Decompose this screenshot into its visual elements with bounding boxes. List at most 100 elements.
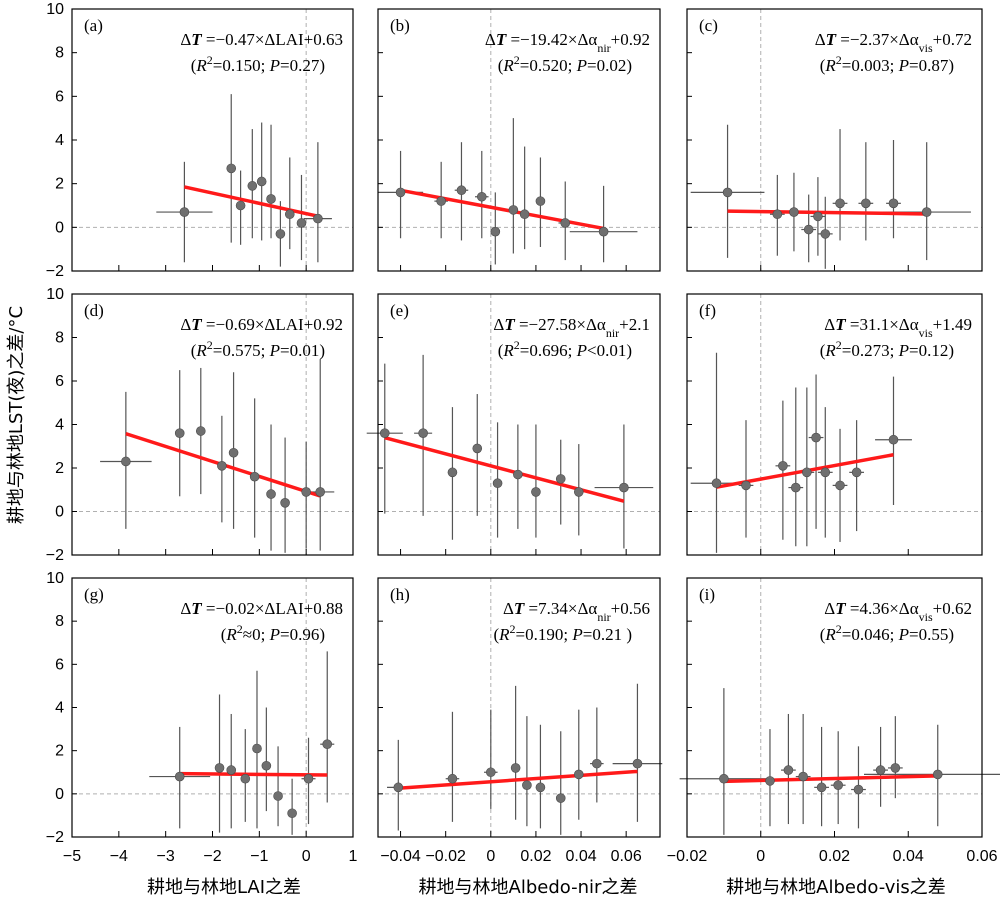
y-tick-label: −2 [46,263,64,280]
x-tick-label: 0.04 [565,848,596,865]
panel-frame [377,577,661,838]
data-point [313,213,323,224]
data-point [266,194,276,204]
panel-frame [377,293,661,556]
regression-equation: ΔT =4.36×Δαvis+0.62 [824,599,972,624]
data-point [456,185,467,196]
panel-frame [71,8,354,272]
data-point [820,229,831,239]
panel-frame [686,8,983,272]
x-tick-label: 0.06 [966,848,997,865]
regression-stats: (R2=0.003; P=0.87) [820,53,954,75]
data-point [813,211,823,222]
x-tick-label: 0.02 [520,848,551,865]
data-point [811,432,821,443]
data-point [932,769,943,780]
data-point [772,209,783,220]
data-point [722,187,733,198]
panel-frame [686,293,983,556]
y-tick-label: 4 [55,132,64,149]
regression-stats: (R2=0.520; P=0.02) [498,53,632,75]
panel-h: −0.04 −0.02 0 0.02 0.04 0.06 (h) ΔT =7.34×Δαnir… [377,577,663,865]
data-point [393,782,404,793]
y-tick-label: 0 [55,504,64,521]
x-axis-title-lai: 耕地与林地LAI之差 [147,877,301,898]
data-point [301,487,311,497]
fit-line [400,188,604,231]
data-point [121,456,131,467]
y-tick-label: 10 [46,1,64,18]
data-point [284,209,295,220]
panel-letter-label: (a) [84,16,103,35]
data-point [217,461,227,471]
data-point [280,497,290,508]
panel-letter-label: (i) [699,585,715,604]
panel-frame [686,577,983,838]
data-point [573,487,584,497]
data-point [592,758,602,769]
data-point [522,780,532,791]
x-tick-label: 1 [349,848,358,865]
x-tick-label: −0.04 [380,848,421,865]
data-point [228,447,239,458]
data-point [508,205,519,215]
y-tick-label: 8 [55,330,64,347]
panel-frame [71,577,354,838]
data-point [235,200,246,211]
data-point [632,758,643,769]
panel-g: −2 0 2 4 6 8 10 −5 −4 −3 −2 −1 0 1 (g) ΔT =−0.02×ΔLAI+0… [46,570,358,865]
y-tick-label: −2 [46,829,64,846]
fit-line [179,771,328,777]
x-tick-label: −5 [63,848,81,865]
data-point [226,163,237,174]
data-point [273,791,283,801]
regression-stats: (R2=0.696; P<0.01) [498,338,632,360]
regression-stats: (R2=0.575; P=0.01) [191,338,325,360]
data-point [560,218,571,228]
data-point [436,196,446,206]
x-tick-label: 0.04 [893,848,924,865]
data-point [510,763,521,773]
data-point [719,773,729,784]
y-tick-label: 4 [55,700,64,717]
y-tick-label: 8 [55,45,64,62]
data-point [519,209,530,220]
data-point [261,760,272,771]
data-point [226,765,237,775]
regression-equation: ΔT =−0.47×ΔLAI+0.63 [180,30,343,49]
data-point [266,489,276,499]
regression-equation: ΔT =31.1×Δαvis+1.49 [824,315,972,340]
data-point [921,207,932,217]
fit-line [184,185,321,219]
panel-letter-label: (h) [390,585,410,604]
y-tick-label: 8 [55,613,64,630]
data-point [619,482,629,493]
data-point [820,467,831,478]
x-tick-label: −0.02 [667,848,708,865]
x-tick-label: −2 [203,848,221,865]
panel-frame [377,8,661,272]
data-point [247,181,258,191]
regression-equation: ΔT =−0.02×ΔLAI+0.88 [180,599,343,618]
data-point [789,207,799,217]
panel-letter-label: (g) [84,585,104,604]
x-tick-label: −0.02 [425,848,466,865]
panel-frame [71,293,354,556]
data-point [535,196,546,206]
data-point [711,478,722,489]
data-point [598,226,609,237]
fit-line [723,774,938,784]
data-point [783,765,794,775]
data-point [531,487,541,497]
regression-stats: (R2=0.046; P=0.55) [820,622,954,644]
x-tick-label: −4 [110,848,128,865]
x-axis-title-albedo-nir: 耕地与林地Albedo-nir之差 [419,877,638,898]
data-point [888,434,899,445]
y-tick-label: 6 [55,656,64,673]
data-point [249,471,260,482]
data-point [472,443,483,454]
data-point [853,784,864,795]
panel-letter-label: (b) [390,16,410,35]
